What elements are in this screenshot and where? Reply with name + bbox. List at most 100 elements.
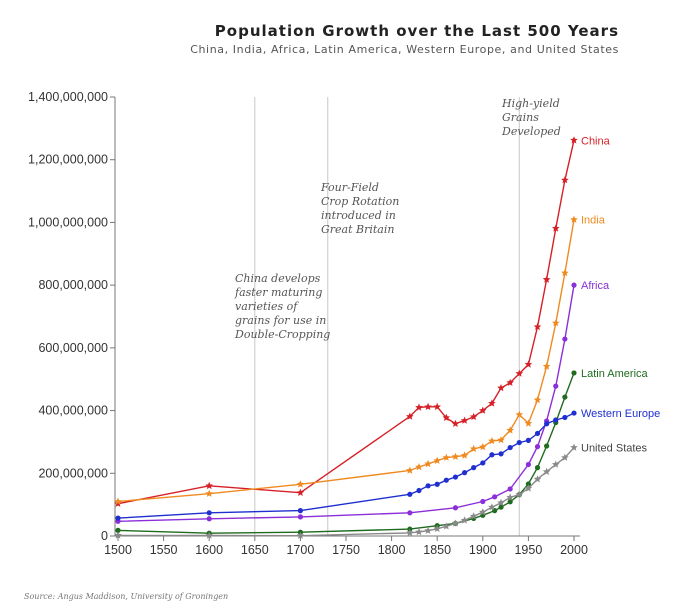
series-line-africa [117,284,575,522]
data-point-china [415,403,423,411]
x-tick-label: 1500 [104,543,132,557]
data-point-india [451,452,460,460]
data-point-western-europe [480,460,486,466]
data-point-western-europe [553,417,559,423]
data-point-china [451,419,460,427]
data-point-western-europe [498,451,504,457]
data-point-united-states [451,519,460,527]
data-point-india [552,319,560,327]
x-tick-label: 1600 [195,543,223,557]
data-point-africa [534,444,541,450]
x-tick-label: 1950 [514,543,542,557]
data-point-china [406,412,414,420]
data-point-united-states [424,526,432,534]
data-point-india [524,419,533,427]
x-tick-label: 1800 [378,543,406,557]
data-point-western-europe [206,510,212,516]
data-point-united-states [542,467,551,475]
data-point-western-europe [525,437,532,443]
data-point-india [433,456,441,464]
data-point-india [415,463,423,471]
data-point-china [488,399,496,407]
data-point-western-europe [443,477,449,483]
annotation-text: Four-Field [320,181,379,194]
data-point-western-europe [562,414,568,421]
x-tick-label: 1900 [469,543,497,557]
series-line-china [117,140,575,505]
data-point-china [205,481,213,490]
data-point-africa [480,498,486,505]
y-tick-label: 400,000,000 [38,404,108,418]
annotation-text: High-yield [501,97,560,110]
data-point-china [442,413,451,421]
data-point-united-states [469,512,478,520]
data-point-western-europe [471,465,477,471]
data-point-china [460,416,469,424]
data-point-africa [407,510,413,516]
y-tick-label: 200,000,000 [38,466,108,480]
data-point-india [515,410,524,418]
data-point-western-europe [544,421,550,427]
data-point-india [460,451,469,459]
data-point-western-europe [571,410,577,416]
data-point-china [533,322,542,331]
series-line-india [117,219,575,503]
data-point-latin-america [571,370,577,376]
data-point-africa [571,282,577,288]
data-point-western-europe [434,481,440,487]
data-point-united-states [570,443,578,451]
series-label-china: China [581,135,611,147]
data-point-china [515,369,524,377]
chart-title: Population Growth over the Last 500 Year… [214,22,619,40]
data-point-western-europe [516,439,522,446]
y-tick-label: 1,000,000,000 [28,215,108,229]
data-point-india [442,453,451,461]
y-tick-label: 800,000,000 [38,278,108,292]
data-point-western-europe [461,470,468,476]
data-point-united-states [479,508,487,516]
series-label-united-states: United States [581,443,648,455]
data-point-india [296,480,305,488]
data-point-united-states [506,493,514,501]
data-point-united-states [114,531,122,539]
data-point-india [506,426,514,434]
data-point-latin-america [115,527,121,533]
annotation-text: Developed [501,125,561,138]
data-point-africa [562,336,568,342]
series-label-western-europe: Western Europe [581,408,660,420]
annotation-text: introduced in [321,209,396,222]
data-point-india [205,489,213,497]
data-point-africa [553,383,559,389]
data-point-china [497,384,505,392]
data-point-china [552,224,560,232]
data-point-latin-america [544,443,550,449]
annotation-text: faster maturing [234,286,322,299]
data-point-china [506,378,514,386]
data-point-united-states [515,490,524,498]
data-point-india [406,466,414,474]
data-point-latin-america [562,394,568,400]
data-point-united-states [497,498,505,506]
data-point-india [469,444,478,453]
data-point-western-europe [115,515,121,521]
data-point-india [488,437,496,445]
data-point-western-europe [407,491,413,497]
data-point-africa [206,516,212,522]
data-point-india [542,362,551,370]
series-line-western-europe [117,412,575,519]
annotation-text: grains for use in [235,314,326,327]
data-point-china [424,402,432,410]
data-point-united-states [561,453,569,461]
data-point-china [570,136,578,144]
series-label-latin-america: Latin America [581,368,649,380]
data-point-western-europe [297,508,303,514]
annotation-text: varieties of [235,300,299,313]
data-point-africa [525,461,532,468]
series-label-india: India [581,215,606,227]
data-point-africa [452,505,459,511]
y-tick-label: 1,200,000,000 [28,153,108,167]
x-tick-label: 1700 [286,543,314,557]
data-point-china [561,176,569,184]
chart-subtitle: China, India, Africa, Latin America, Wes… [190,43,619,56]
